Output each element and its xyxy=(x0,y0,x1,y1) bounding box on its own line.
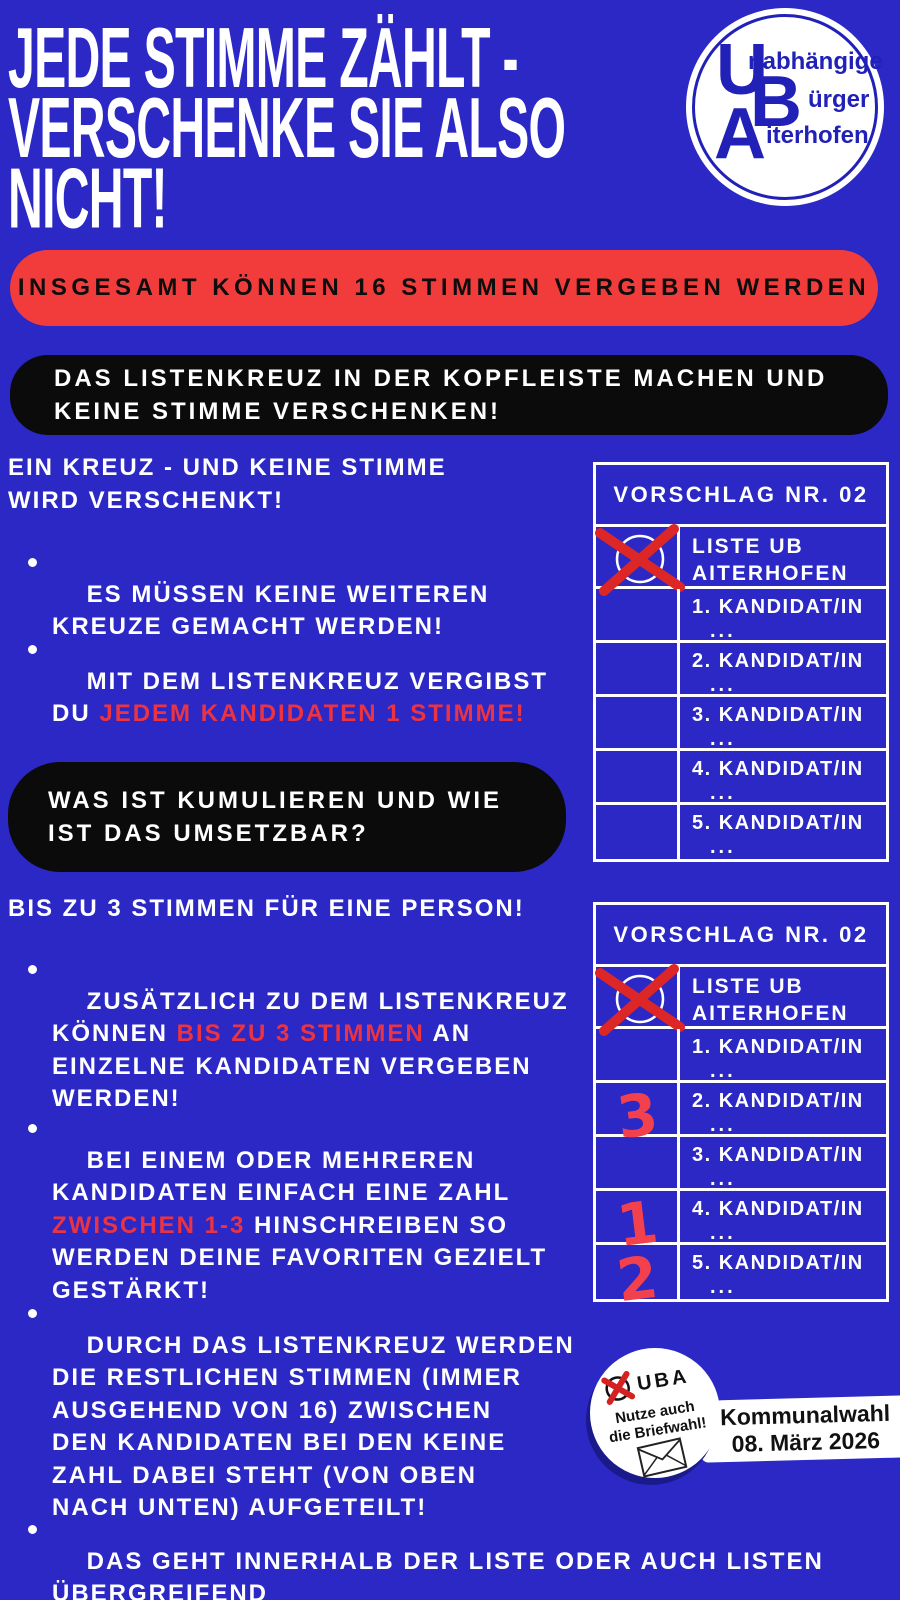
logo-letter-b: B xyxy=(750,62,802,142)
bullet-dot xyxy=(28,965,37,974)
candidate-label: 2. KANDIDAT/IN xyxy=(692,1090,864,1112)
ballot-row-4: 1 4. KANDIDAT/IN... xyxy=(596,1187,886,1260)
candidate-label: 5. KANDIDAT/IN xyxy=(692,1252,864,1274)
bullet-keine-weiteren-kreuze: ES MÜSSEN KEINE WEITEREN KREUZE GEMACHT … xyxy=(24,546,564,676)
candidate-dots: ... xyxy=(710,782,736,804)
page-title: JEDE STIMME ZÄHLT - VERSCHENKE SIE ALSO … xyxy=(8,9,566,246)
envelope-icon xyxy=(636,1437,688,1478)
heading-bis-zu-3-stimmen: BIS ZU 3 STIMMEN FÜR EINE PERSON! xyxy=(8,895,525,922)
candidate-dots: ... xyxy=(710,1114,736,1136)
election-date-tag: Kommunalwahl 08. März 2026 xyxy=(697,1395,900,1463)
ballot-row-3: 3. KANDIDAT/IN... xyxy=(596,1137,886,1191)
bullet-dot xyxy=(28,1525,37,1534)
candidate-dots: ... xyxy=(710,728,736,750)
ballot-listenkreuz-cell xyxy=(595,524,685,596)
bullet-listen-uebergreifend: DAS GEHT INNERHALB DER LISTE ODER AUCH L… xyxy=(24,1513,894,1600)
candidate-dots: ... xyxy=(710,836,736,858)
logo-word-aiterhofen: iterhofen xyxy=(766,122,869,149)
logo-letter-a: A xyxy=(714,94,766,174)
ballot-listenkreuz-cell xyxy=(595,964,685,1036)
election-date: 08. März 2026 xyxy=(731,1427,881,1457)
candidate-label: 4. KANDIDAT/IN xyxy=(692,1198,864,1220)
bullet-dot xyxy=(28,645,37,654)
candidate-label: 4. KANDIDAT/IN xyxy=(692,758,864,780)
candidate-dots: ... xyxy=(710,1060,736,1082)
vote-number xyxy=(594,807,681,870)
ballot-header: VORSCHLAG NR. 02 xyxy=(596,465,886,527)
ballot-list-name-cell: LISTE UB AITERHOFEN xyxy=(680,967,886,1026)
candidate-dots: ... xyxy=(710,1276,736,1298)
ballot-row-2: 3 2. KANDIDAT/IN... xyxy=(596,1079,886,1152)
banner-total-votes: INSGESAMT KÖNNEN 16 STIMMEN VERGEBEN WER… xyxy=(10,250,878,326)
uba-logo: U nabhängige B ürger A iterhofen xyxy=(686,8,884,206)
candidate-dots: ... xyxy=(710,674,736,696)
candidate-label: 3. KANDIDAT/IN xyxy=(692,704,864,726)
candidate-dots: ... xyxy=(710,1222,736,1244)
ballot-list-name: LISTE UB AITERHOFEN xyxy=(692,535,849,585)
briefwahl-badge: UBA Nutze auch die Briefwahl! xyxy=(590,1348,720,1478)
bullet-zusaetzlich: ZUSÄTZLICH ZU DEM LISTENKREUZ KÖNNEN BIS… xyxy=(24,953,594,1148)
ballot-example-2: VORSCHLAG NR. 02 LISTE UB AITERHOFEN 1. … xyxy=(593,902,889,1315)
candidate-dots: ... xyxy=(710,1168,736,1190)
candidate-dots: ... xyxy=(710,620,736,642)
logo-letter-u: U xyxy=(716,30,768,110)
ballot-list-row: LISTE UB AITERHOFEN xyxy=(595,964,886,1036)
checkbox-x-icon xyxy=(601,1370,636,1405)
vote-number-2: 2 xyxy=(613,1242,662,1316)
candidate-label: 3. KANDIDAT/IN xyxy=(692,1144,864,1166)
candidate-label: 1. KANDIDAT/IN xyxy=(692,596,864,618)
bullet-jede-stimme: MIT DEM LISTENKREUZ VERGIBST DU JEDEM KA… xyxy=(24,633,584,763)
heading-ein-kreuz: EIN KREUZ - UND KEINE STIMME WIRD VERSCH… xyxy=(8,454,447,514)
ballot-row-5: 5. KANDIDAT/IN... xyxy=(596,805,886,859)
listenkreuz-icon xyxy=(595,524,685,596)
logo-word-unabhaengige: nabhängige xyxy=(748,48,883,75)
badge-uba-label: UBA xyxy=(635,1364,691,1395)
ballot-row-1: 1. KANDIDAT/IN... xyxy=(596,1029,886,1083)
ballot-list-row: LISTE UB AITERHOFEN xyxy=(595,524,886,596)
bullet-zahl-zwischen-1-3: BEI EINEM ODER MEHREREN KANDIDATEN EINFA… xyxy=(24,1112,604,1340)
bullet-dot xyxy=(28,1309,37,1318)
bullet-dot xyxy=(28,558,37,567)
ballot-row-1: 1. KANDIDAT/IN... xyxy=(596,589,886,643)
ballot-example-1: VORSCHLAG NR. 02 LISTE UB AITERHOFEN 1. … xyxy=(593,462,889,862)
bullet-restliche-stimmen: DURCH DAS LISTENKREUZ WERDEN DIE RESTLIC… xyxy=(24,1297,604,1557)
ballot-row-2: 2. KANDIDAT/IN... xyxy=(596,643,886,697)
banner-listenkreuz-tip: DAS LISTENKREUZ IN DER KOPFLEISTE MACHEN… xyxy=(10,355,888,435)
banner-kumulieren-question: WAS IST KUMULIEREN UND WIE IST DAS UMSET… xyxy=(8,762,566,872)
bullet-dot xyxy=(28,1124,37,1133)
listenkreuz-icon xyxy=(595,964,685,1036)
ballot-list-name: LISTE UB AITERHOFEN xyxy=(692,975,849,1025)
ballot-header: VORSCHLAG NR. 02 xyxy=(596,905,886,967)
ballot-row-4: 4. KANDIDAT/IN... xyxy=(596,751,886,805)
ballot-row-5: 2 5. KANDIDAT/IN... xyxy=(596,1243,886,1315)
candidate-label: 5. KANDIDAT/IN xyxy=(692,812,864,834)
ballot-row-3: 3. KANDIDAT/IN... xyxy=(596,697,886,751)
ballot-list-name-cell: LISTE UB AITERHOFEN xyxy=(680,527,886,586)
logo-ring xyxy=(692,14,878,200)
logo-word-buerger: ürger xyxy=(808,86,870,113)
candidate-label: 2. KANDIDAT/IN xyxy=(692,650,864,672)
candidate-label: 1. KANDIDAT/IN xyxy=(692,1036,864,1058)
